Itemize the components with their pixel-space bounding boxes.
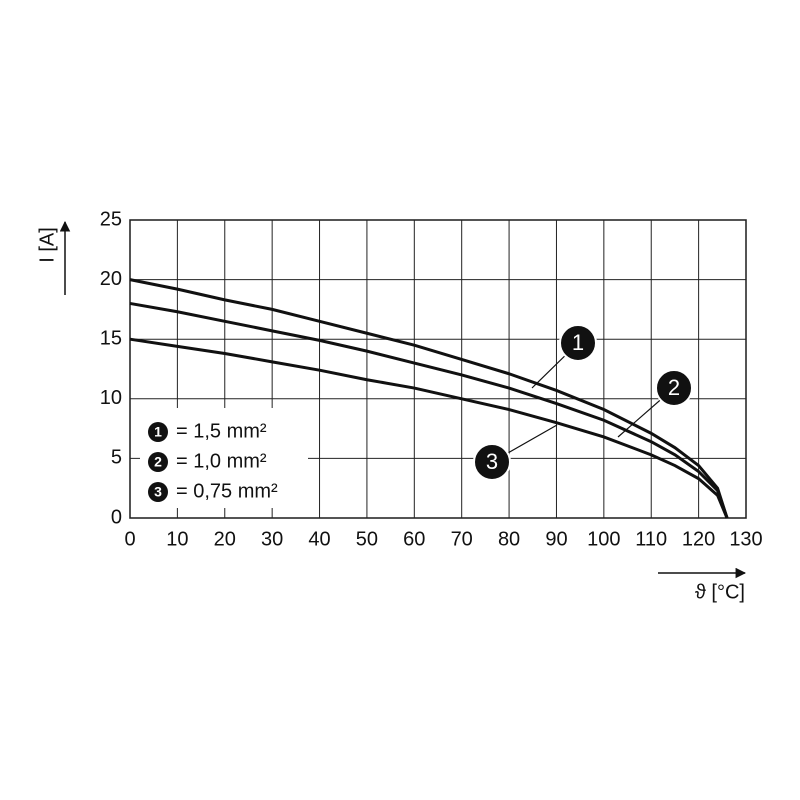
y-tick-label: 15 <box>100 327 122 349</box>
x-tick-label: 90 <box>545 528 567 550</box>
y-axis-label: I [A] <box>36 227 58 263</box>
legend-marker <box>148 482 168 502</box>
callout-label: 2 <box>668 375 680 400</box>
x-tick-label: 120 <box>682 528 715 550</box>
x-tick-label: 60 <box>403 528 425 550</box>
legend-marker-label: 1 <box>154 424 162 440</box>
y-tick-label: 5 <box>111 447 122 469</box>
legend-box <box>140 408 308 508</box>
callout-marker <box>559 324 597 362</box>
legend-marker <box>148 422 168 442</box>
x-tick-label: 40 <box>308 528 330 550</box>
callout-label: 1 <box>572 330 584 355</box>
legend-label: = 1,0 mm² <box>176 450 267 472</box>
legend-label: = 1,5 mm² <box>176 420 267 442</box>
x-tick-label: 130 <box>729 528 762 550</box>
legend-label: = 0,75 mm² <box>176 480 278 502</box>
y-tick-label: 0 <box>111 506 122 528</box>
callout-marker <box>473 443 511 481</box>
x-tick-label: 30 <box>261 528 283 550</box>
x-tick-label: 10 <box>166 528 188 550</box>
legend-marker-label: 3 <box>154 484 162 500</box>
curve <box>129 301 729 519</box>
x-tick-label: 0 <box>124 528 135 550</box>
legend-marker <box>148 452 168 472</box>
curve <box>129 278 729 519</box>
y-tick-label: 25 <box>100 208 122 230</box>
callout-label: 3 <box>486 449 498 474</box>
x-tick-label: 50 <box>356 528 378 550</box>
legend-marker-label: 2 <box>154 454 162 470</box>
x-tick-label: 80 <box>498 528 520 550</box>
x-axis-label: ϑ [°C] <box>695 581 745 603</box>
x-tick-label: 20 <box>214 528 236 550</box>
y-tick-label: 10 <box>100 387 122 409</box>
y-tick-label: 20 <box>100 268 122 290</box>
x-tick-label: 110 <box>635 528 667 550</box>
curve <box>129 337 729 519</box>
callout-marker <box>655 369 693 407</box>
x-tick-label: 100 <box>587 528 620 550</box>
x-tick-label: 70 <box>451 528 473 550</box>
